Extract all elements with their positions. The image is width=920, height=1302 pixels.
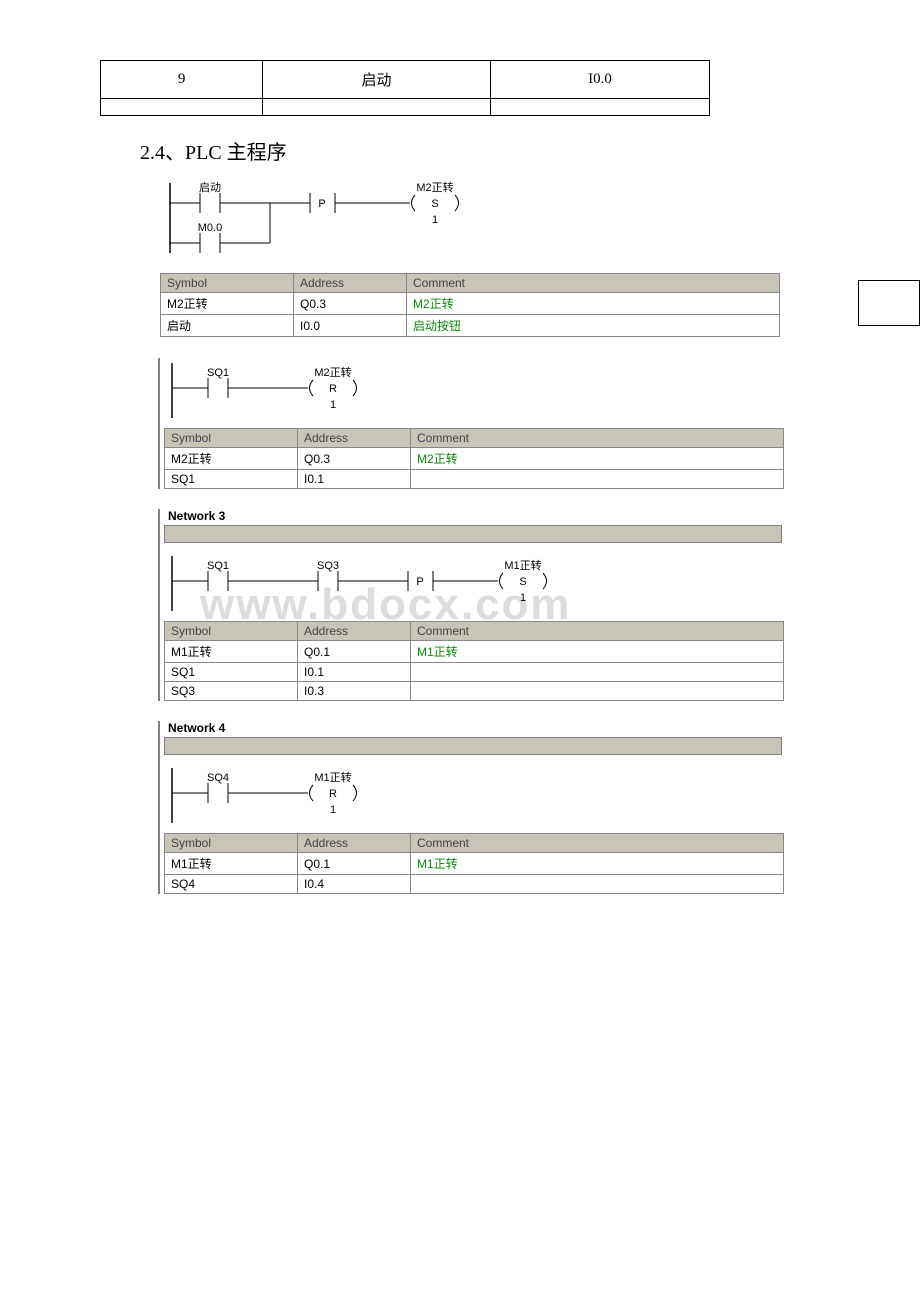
contact-label: M0.0 xyxy=(198,222,222,234)
td: Q0.3 xyxy=(298,448,411,470)
network-2-group: SQ1 M2正转 R 1 Symbol Address Comment M2正转… xyxy=(158,358,820,489)
network-title: Network 3 xyxy=(168,509,820,523)
td xyxy=(411,682,784,701)
coil-label: M1正转 xyxy=(504,558,541,572)
th: Symbol xyxy=(165,834,298,853)
coil-sub: 1 xyxy=(520,592,526,604)
td: M2正转 xyxy=(161,293,294,315)
coil-inner: R xyxy=(329,383,337,395)
network-bar xyxy=(164,737,782,755)
td: Q0.3 xyxy=(294,293,407,315)
td xyxy=(411,470,784,489)
network-title: Network 4 xyxy=(168,721,820,735)
td: 启动 xyxy=(161,315,294,337)
coil-inner: S xyxy=(519,576,526,588)
td: Q0.1 xyxy=(298,853,411,875)
td: I0.1 xyxy=(298,470,411,489)
th: Symbol xyxy=(161,274,294,293)
th: Comment xyxy=(407,274,780,293)
symbol-table-4: Symbol Address Comment M1正转 Q0.1 M1正转 SQ… xyxy=(164,833,784,894)
ladder-network-1: 启动 M0.0 P M2正转 S 1 xyxy=(160,173,820,263)
contact-label: SQ3 xyxy=(317,560,339,572)
td: M1正转 xyxy=(165,853,298,875)
network-3-group: Network 3 SQ1 SQ3 P M1正转 S 1 Symbol Addr… xyxy=(158,509,820,701)
network-4-group: Network 4 SQ4 M1正转 R 1 Symbol Address Co… xyxy=(158,721,820,894)
p-box: P xyxy=(416,576,423,588)
coil-sub: 1 xyxy=(330,399,336,411)
td: SQ1 xyxy=(165,470,298,489)
td: Q0.1 xyxy=(298,641,411,663)
contact-label: SQ4 xyxy=(207,772,229,784)
cell xyxy=(263,99,491,116)
td: M1正转 xyxy=(165,641,298,663)
td: I0.4 xyxy=(298,875,411,894)
symbol-table-2: Symbol Address Comment M2正转 Q0.3 M2正转 SQ… xyxy=(164,428,784,489)
th: Comment xyxy=(411,622,784,641)
th: Comment xyxy=(411,834,784,853)
symbol-table-3: Symbol Address Comment M1正转 Q0.1 M1正转 SQ… xyxy=(164,621,784,701)
td: 启动按钮 xyxy=(407,315,780,337)
th: Address xyxy=(298,622,411,641)
td: M2正转 xyxy=(165,448,298,470)
coil-label: M2正转 xyxy=(314,365,351,379)
p-box: P xyxy=(318,198,325,210)
contact-label: SQ1 xyxy=(207,367,229,379)
td: I0.0 xyxy=(294,315,407,337)
coil-inner: S xyxy=(431,198,438,210)
coil-inner: R xyxy=(329,788,337,800)
network-bar xyxy=(164,525,782,543)
coil-sub: 1 xyxy=(330,804,336,816)
cell xyxy=(490,99,709,116)
td: M2正转 xyxy=(411,448,784,470)
td: I0.3 xyxy=(298,682,411,701)
coil-label: M2正转 xyxy=(416,180,453,194)
td: M1正转 xyxy=(411,853,784,875)
td: SQ1 xyxy=(165,663,298,682)
td: I0.1 xyxy=(298,663,411,682)
cell: 9 xyxy=(101,61,263,99)
th: Address xyxy=(298,834,411,853)
td: M1正转 xyxy=(411,641,784,663)
cell: I0.0 xyxy=(490,61,709,99)
cell xyxy=(101,99,263,116)
contact-label: SQ1 xyxy=(207,560,229,572)
td: SQ3 xyxy=(165,682,298,701)
th: Symbol xyxy=(165,622,298,641)
symbol-table-1: Symbol Address Comment M2正转 Q0.3 M2正转 启动… xyxy=(160,273,780,337)
th: Address xyxy=(294,274,407,293)
coil-label: M1正转 xyxy=(314,770,351,784)
contact-label: 启动 xyxy=(199,181,221,194)
th: Symbol xyxy=(165,429,298,448)
td: SQ4 xyxy=(165,875,298,894)
td xyxy=(411,663,784,682)
section-title: 2.4、PLC 主程序 xyxy=(140,136,820,165)
th: Comment xyxy=(411,429,784,448)
coil-sub: 1 xyxy=(432,214,438,226)
io-table: 9 启动 I0.0 xyxy=(100,60,710,116)
cell: 启动 xyxy=(263,61,491,99)
td: M2正转 xyxy=(407,293,780,315)
th: Address xyxy=(298,429,411,448)
side-box xyxy=(858,280,920,326)
td xyxy=(411,875,784,894)
